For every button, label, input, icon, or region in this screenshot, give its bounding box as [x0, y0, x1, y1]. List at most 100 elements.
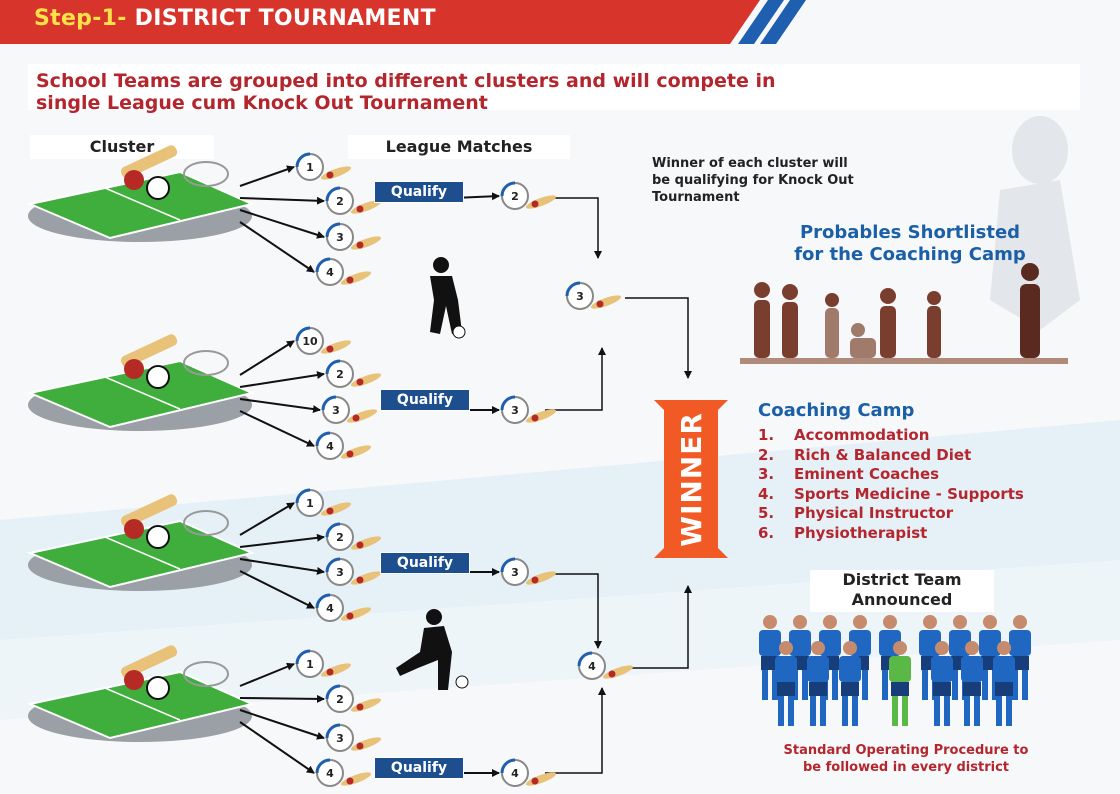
match-number: 3: [336, 732, 344, 745]
winner-label: WINNER: [674, 411, 708, 547]
coaching-camp-item-number: 6.: [758, 523, 775, 542]
coaching-camp-list: 1. Accommodation 2. Rich & Balanced Diet 3. E…: [758, 426, 1024, 543]
coaching-camp-item-text: Sports Medicine - Supports: [794, 484, 1024, 503]
district-team-announcement: District Team Announced: [810, 570, 994, 612]
probables-silhouettes-icon: [740, 263, 1068, 364]
qualify-badge: Qualify: [380, 552, 470, 574]
flow-arrow: [239, 662, 295, 687]
match-number: 1: [306, 658, 314, 671]
match-number: 4: [326, 440, 334, 453]
bracket-line: [545, 347, 606, 411]
match-number: 1: [306, 161, 314, 174]
cluster-field-icon: [26, 645, 256, 742]
qualify-note-line-3: Tournament: [652, 190, 740, 205]
match-number: 4: [326, 602, 334, 615]
match-number: 4: [588, 660, 596, 673]
flow-arrow: [239, 694, 325, 703]
cluster-column-label: Cluster: [30, 135, 214, 159]
coaching-camp-item: 5. Physical Instructor: [758, 504, 1024, 524]
match-node: 1: [295, 152, 352, 181]
match-number: 4: [511, 767, 519, 780]
intro-line-1: School Teams are grouped into different …: [36, 70, 776, 92]
coaching-camp-item-number: 3.: [758, 465, 775, 483]
winner-banner: [654, 400, 728, 558]
qualify-note-line-1: Winner of each cluster will: [652, 156, 848, 171]
flow-arrow: [239, 209, 325, 239]
match-number: 2: [336, 531, 344, 544]
cluster-field-icon: [26, 334, 256, 431]
bracket-line: [625, 585, 692, 669]
match-node: 3: [325, 557, 382, 586]
district-team-players-icon: [759, 615, 1031, 726]
match-node: 2: [325, 522, 382, 551]
match-node: 2: [500, 181, 557, 210]
qualify-note: Winner of each cluster will be qualifyin…: [652, 155, 952, 206]
coaching-camp-item-text: Physiotherapist: [794, 523, 928, 542]
match-number: 3: [336, 231, 344, 244]
sop-line-2: be followed in every district: [803, 760, 1009, 775]
match-node: 4: [500, 758, 557, 787]
match-number: 2: [336, 693, 344, 706]
header-banner: Step-1- DISTRICT TOURNAMENT: [0, 0, 806, 44]
title-text: DISTRICT TOURNAMENT: [134, 6, 436, 31]
intro-text: School Teams are grouped into different …: [28, 64, 1080, 114]
match-number: 4: [326, 767, 334, 780]
match-node: 4: [577, 651, 634, 680]
match-node: 4: [315, 593, 372, 622]
probables-heading: Probables Shortlisted for the Coaching C…: [752, 222, 1068, 266]
coaching-camp-item: 3. Eminent Coaches: [758, 465, 1024, 485]
district-team-line-2: Announced: [851, 590, 953, 609]
match-node: 4: [315, 431, 372, 460]
coaching-camp-item-number: 2.: [758, 445, 775, 464]
match-number: 4: [326, 266, 334, 279]
match-node: 3: [325, 222, 382, 251]
coaching-camp-item: 2. Rich & Balanced Diet: [758, 446, 1024, 466]
coaching-camp-item-number: 4.: [758, 484, 775, 503]
coaching-camp-item-number: 1.: [758, 426, 775, 444]
coaching-camp-item-text: Physical Instructor: [794, 504, 954, 522]
cluster-field-icon: [26, 494, 256, 591]
bracket-line: [545, 573, 602, 649]
flow-arrow: [239, 371, 325, 388]
flow-arrow: [239, 221, 315, 273]
match-number: 3: [511, 404, 519, 417]
flow-arrow: [239, 165, 295, 187]
flow-arrow: [239, 410, 315, 447]
coaching-camp-item-text: Eminent Coaches: [794, 465, 940, 483]
qualify-note-line-2: be qualifying for Knock Out: [652, 173, 854, 188]
bracket-line: [625, 297, 692, 379]
match-number: 10: [302, 335, 318, 348]
match-node: 1: [295, 488, 352, 517]
coaching-camp-item: 6. Physiotherapist: [758, 524, 1024, 544]
bracket-line: [545, 687, 606, 774]
match-node: 3: [500, 395, 557, 424]
match-node: 3: [325, 723, 382, 752]
match-node: 2: [325, 359, 382, 388]
match-node: 3: [565, 281, 622, 310]
page-title: Step-1- DISTRICT TOURNAMENT: [34, 6, 436, 31]
match-node: 4: [315, 257, 372, 286]
qualify-badge: Qualify: [374, 181, 464, 203]
match-number: 1: [306, 497, 314, 510]
match-number: 2: [336, 368, 344, 381]
match-node: 4: [315, 758, 372, 787]
qualify-badge: Qualify: [380, 389, 470, 411]
sop-note: Standard Operating Procedure to be follo…: [728, 742, 1084, 776]
match-number: 2: [511, 190, 519, 203]
flow-arrow: [239, 558, 325, 575]
coaching-camp-title: Coaching Camp: [758, 400, 915, 421]
flow-arrow: [239, 502, 295, 536]
match-number: 3: [576, 290, 584, 303]
soccer-player-icon: [430, 257, 466, 339]
match-number: 2: [336, 195, 344, 208]
qualify-badge: Qualify: [374, 757, 464, 779]
intro-line-2: single League cum Knock Out Tournament: [36, 92, 488, 114]
district-team-line-1: District Team: [842, 570, 962, 589]
coaching-camp-item-text: Accommodation: [794, 426, 930, 444]
match-node: 2: [325, 684, 382, 713]
match-number: 3: [511, 566, 519, 579]
match-number: 3: [336, 566, 344, 579]
match-node: 1: [295, 649, 352, 678]
bracket-line: [545, 197, 602, 259]
